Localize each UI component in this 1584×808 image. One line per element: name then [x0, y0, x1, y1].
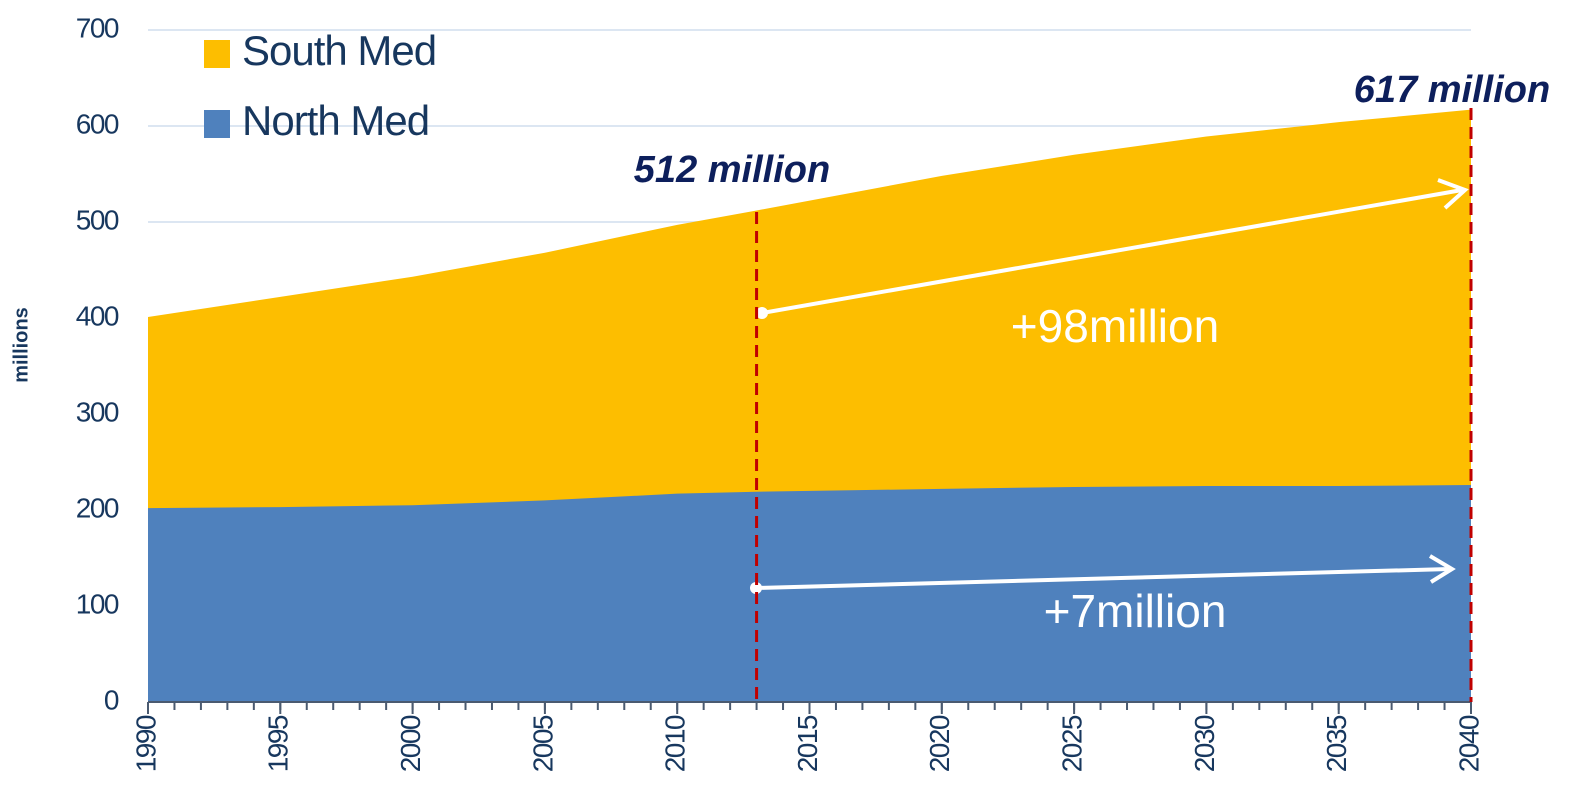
y-tick-label: 300 [76, 396, 119, 427]
arrow-start [756, 307, 768, 319]
x-tick-label: 2030 [1189, 715, 1220, 772]
y-tick-label: 600 [76, 108, 119, 139]
y-tick-label: 500 [76, 204, 119, 235]
area [148, 485, 1471, 702]
legend-label: North Med [242, 97, 429, 144]
y-tick-label: 400 [76, 300, 119, 331]
x-tick-label: 2035 [1321, 715, 1352, 772]
y-tick-label: 100 [76, 588, 119, 619]
annotation: +98million [1011, 300, 1219, 352]
x-tick-label: 1990 [130, 715, 161, 772]
x-tick-label: 2010 [660, 715, 691, 772]
x-tick-label: 2025 [1056, 715, 1087, 772]
arrow [755, 567, 1451, 590]
y-axis-label: millions [10, 307, 32, 383]
x-tick-label: 2040 [1453, 715, 1484, 772]
axes: 0 100 200 300 400 500 600 700 1990 1995 2000 2005 20… [76, 12, 1485, 772]
arrow-start [750, 582, 762, 594]
arrow-head [1428, 554, 1456, 584]
arrow [761, 188, 1463, 315]
y-tick-label: 200 [76, 492, 119, 523]
arrows [750, 178, 1469, 594]
x-tick-label: 2005 [527, 715, 558, 772]
y-tick-label: 700 [76, 12, 119, 43]
legend-swatch [204, 40, 230, 68]
arrow-head [1437, 178, 1469, 210]
x-tick-label: 1995 [263, 715, 294, 772]
x-tick-label: 2000 [395, 715, 426, 772]
y-tick-label: 0 [104, 684, 119, 715]
x-tick-label: 2020 [924, 715, 955, 772]
legend: South Med North Med [204, 27, 437, 144]
legend-label: South Med [242, 27, 436, 74]
areas [148, 109, 1471, 703]
annotation: +7million [1044, 585, 1227, 637]
annotation: 512 million [634, 149, 830, 191]
x-tick-label: 2015 [792, 715, 823, 772]
legend-swatch [204, 110, 230, 138]
annotation: 617 million [1354, 69, 1550, 111]
